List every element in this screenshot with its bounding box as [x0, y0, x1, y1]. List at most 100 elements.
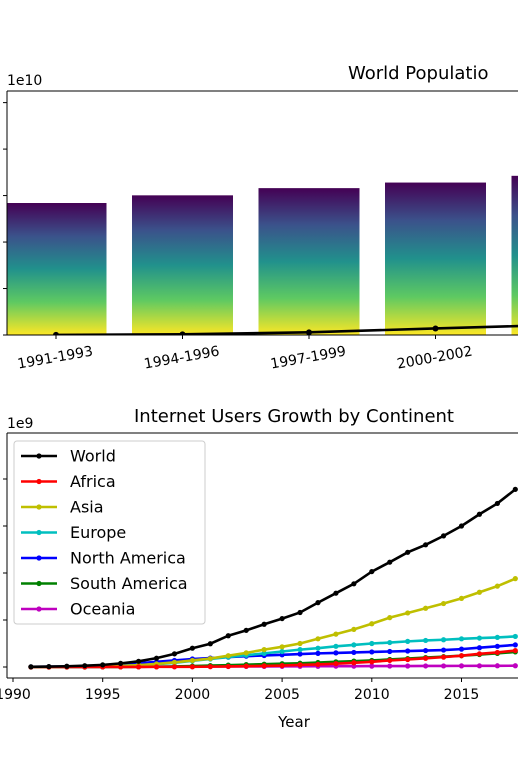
series-point — [387, 615, 393, 621]
population-x-tick-label: 1994-1996 — [143, 344, 221, 373]
population-x-tick-label: 1991-1993 — [16, 344, 94, 373]
series-point — [512, 486, 518, 492]
series-point — [458, 595, 465, 601]
series-point — [207, 641, 213, 647]
series-point — [512, 663, 518, 669]
series-point — [135, 658, 142, 664]
series-point — [369, 663, 375, 669]
population-bar — [511, 175, 518, 335]
population-x-ticks: 1991-19931994-19961997-19992000-20022003… — [16, 335, 474, 373]
series-point — [189, 657, 195, 664]
series-point — [405, 648, 411, 654]
series-point — [261, 647, 267, 653]
series-point — [440, 663, 447, 669]
series-point — [512, 647, 518, 654]
series-point — [476, 651, 483, 657]
series-point — [279, 615, 285, 622]
internet-legend: World Africa Asia Europe North America South … — [13, 440, 206, 625]
series-line — [30, 488, 517, 669]
population-bar — [258, 188, 360, 335]
series-point — [333, 590, 339, 596]
series-point — [440, 654, 447, 660]
series-point — [351, 581, 357, 587]
series-point — [315, 661, 321, 668]
internet-x-ticks: 1990 1995 2000 2005 2010 2015 — [0, 678, 479, 703]
series-point — [458, 663, 465, 669]
series-point — [315, 600, 321, 606]
series-point — [279, 648, 285, 655]
series-point — [297, 651, 303, 657]
series-point — [297, 609, 303, 616]
series-point — [423, 637, 429, 644]
population-x-tick-label: 1997-1999 — [269, 344, 347, 373]
series-point — [333, 650, 339, 656]
series-point — [512, 576, 518, 582]
series-point — [387, 663, 393, 669]
population-bar — [132, 195, 233, 335]
series-point — [476, 635, 483, 641]
series-point — [423, 647, 429, 654]
population-offset-label: 1e10 — [7, 73, 42, 89]
internet-x-tick-label: 1995 — [85, 687, 121, 703]
internet-x-tick-label: 1990 — [0, 687, 31, 703]
internet-plot-area — [28, 486, 518, 670]
series-point — [279, 662, 285, 669]
legend-entry-label: Europe — [70, 523, 126, 542]
series-point — [476, 511, 483, 517]
series-point — [440, 637, 447, 643]
legend-entry-label: South America — [70, 574, 188, 593]
legend-swatch-marker — [36, 478, 42, 485]
internet-chart: Internet Users Growth by Continent 1e9 1… — [0, 406, 518, 731]
world-population-point — [432, 325, 439, 332]
series-point — [225, 633, 231, 639]
series-point — [189, 664, 195, 670]
series-point — [405, 638, 411, 644]
series-point — [405, 610, 411, 616]
internet-offset-label: 1e9 — [7, 416, 33, 432]
population-bar — [7, 203, 107, 335]
series-point — [315, 636, 321, 642]
internet-x-tick-label: 2015 — [444, 687, 480, 703]
series-point — [494, 634, 500, 640]
series-point — [440, 533, 447, 539]
series-point — [405, 549, 411, 555]
series-point — [135, 664, 142, 670]
series-point — [153, 655, 160, 661]
series-point — [315, 645, 321, 651]
population-x-tick-label: 2000-2002 — [396, 344, 474, 373]
series-point — [494, 649, 500, 656]
series-point — [476, 663, 483, 669]
series-point — [315, 650, 321, 656]
world-population-point — [179, 331, 186, 335]
legend-swatch-marker — [36, 529, 42, 536]
series-point — [387, 657, 393, 664]
series-point — [243, 663, 249, 669]
series-point — [351, 626, 357, 633]
series-point — [279, 644, 285, 650]
series-point — [387, 559, 393, 565]
series-point — [225, 653, 231, 659]
series-point — [28, 664, 34, 670]
series-point — [351, 660, 357, 666]
series-point — [512, 633, 518, 640]
legend-swatch-marker — [36, 453, 42, 459]
legend-swatch-marker — [36, 555, 42, 561]
series-point — [82, 663, 88, 669]
series-point — [440, 647, 447, 653]
series-point — [153, 664, 160, 670]
series-point — [369, 621, 375, 627]
series-point — [494, 643, 500, 649]
series-point — [369, 640, 375, 647]
series-point — [512, 642, 518, 648]
legend-swatch-marker — [36, 580, 42, 587]
series-point — [369, 649, 375, 655]
series-point — [458, 636, 465, 642]
series-point — [100, 662, 106, 668]
series-point — [225, 663, 231, 670]
population-chart: World Populatio 1e10 1991-1993 1994-1996 1… — [3, 63, 518, 373]
population-bar — [385, 182, 486, 335]
population-y-ticks — [3, 102, 7, 336]
series-point — [494, 663, 500, 669]
population-chart-title: World Populatio — [348, 63, 488, 84]
world-population-point — [306, 329, 312, 335]
